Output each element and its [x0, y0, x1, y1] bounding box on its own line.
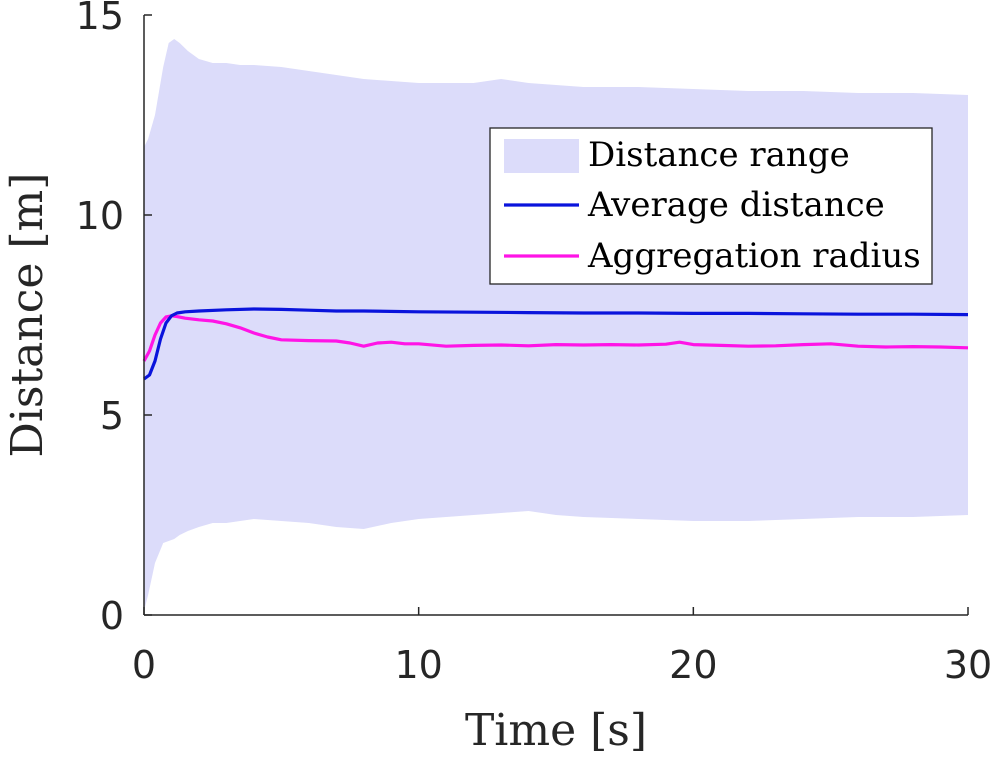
plot-area [142, 39, 969, 611]
legend-label-range: Distance range [588, 135, 850, 175]
x-tick-label: 20 [669, 643, 717, 687]
legend: Distance range Average distance Aggregat… [489, 127, 933, 285]
y-axis-label: Distance [m] [2, 173, 53, 458]
legend-label-radius: Aggregation radius [587, 236, 921, 276]
x-tick-label: 30 [944, 643, 992, 687]
aggregation-radius-line [142, 314, 969, 362]
distance-range-area [144, 39, 968, 611]
y-tick-label: 15 [76, 0, 124, 38]
y-tick-label: 10 [76, 194, 124, 238]
y-tick-label: 5 [100, 394, 124, 438]
axes: 0 10 20 30 0 5 10 15 [76, 0, 993, 687]
x-tick-label: 10 [394, 643, 442, 687]
legend-swatch-range [504, 139, 579, 173]
legend-label-average: Average distance [587, 185, 885, 225]
x-axis-label: Time [s] [465, 705, 647, 756]
average-distance-line [143, 307, 969, 381]
y-ticks: 0 5 10 15 [76, 0, 152, 638]
y-tick-label: 0 [100, 594, 124, 638]
x-ticks: 0 10 20 30 [132, 607, 992, 687]
x-tick-label: 0 [132, 643, 156, 687]
